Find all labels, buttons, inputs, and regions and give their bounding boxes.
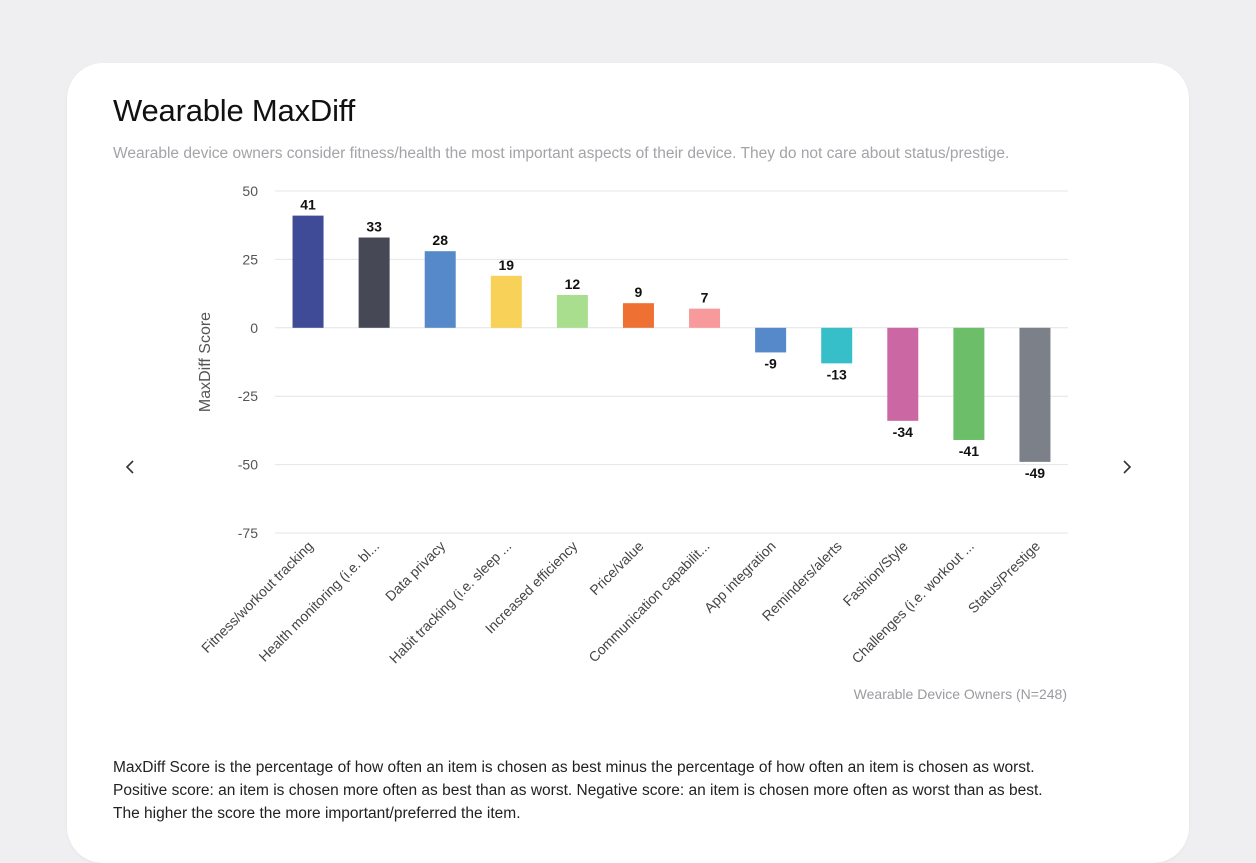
x-tick-label: Price/value [586,538,646,598]
chart-subtitle: Wearable device owners consider fitness/… [113,145,1010,162]
next-button[interactable] [1112,452,1142,482]
y-tick-label: -75 [238,525,258,541]
x-tick-label: Data privacy [382,538,448,604]
data-label: -9 [764,355,777,371]
chart-note: Wearable Device Owners (N=248) [854,686,1067,702]
bar [556,294,588,328]
chart-card [67,63,1189,863]
data-label: -49 [1025,465,1045,481]
footnote-line-3: The higher the score the more important/… [113,805,521,822]
bar [887,327,919,421]
data-label: 33 [366,219,382,235]
bar [358,237,390,328]
y-tick-label: 25 [242,251,258,267]
data-label: 41 [300,197,316,213]
data-label: -13 [827,366,847,382]
bar [821,327,853,364]
data-label: 19 [499,257,515,273]
bar [953,327,985,440]
bar [424,251,456,328]
x-tick-label: Health monitoring (i.e. bl... [255,538,382,665]
footnote-line-1: MaxDiff Score is the percentage of how o… [113,759,1035,776]
data-label: 9 [635,284,643,300]
data-label: 7 [701,290,709,306]
y-axis-label: MaxDiff Score [197,312,214,412]
bar [755,327,787,353]
x-tick-label: Communication capabilit... [585,538,712,665]
y-tick-label: -25 [238,388,258,404]
page-title: Wearable MaxDiff [113,93,356,128]
y-tick-label: 0 [250,320,258,336]
x-tick-label: Fashion/Style [840,538,911,609]
bar [490,275,522,328]
data-label: 12 [565,276,581,292]
data-label: -34 [893,424,913,440]
bar [622,303,654,328]
bar [1019,327,1051,462]
bar [689,308,721,328]
chart-footnote: MaxDiff Score is the percentage of how o… [113,756,1153,825]
footnote-line-2: Positive score: an item is chosen more o… [113,782,1043,799]
prev-button[interactable] [115,452,145,482]
x-tick-label: Challenges (i.e. workout ... [848,538,977,667]
chevron-right-icon [1123,460,1132,474]
x-tick-label: Fitness/workout tracking [198,538,316,656]
x-tick-label: Habit tracking (i.e. sleep ... [386,538,515,667]
maxdiff-bar-chart: 50 25 0 -25 -50 -75 MaxDiff Score 41 Fitness/wor… [197,183,1068,702]
y-tick-label: -50 [238,457,258,473]
chevron-left-icon [125,460,134,474]
bar [292,215,324,328]
data-label: 28 [432,232,448,248]
data-label: -41 [959,443,979,459]
y-tick-label: 50 [242,183,258,199]
